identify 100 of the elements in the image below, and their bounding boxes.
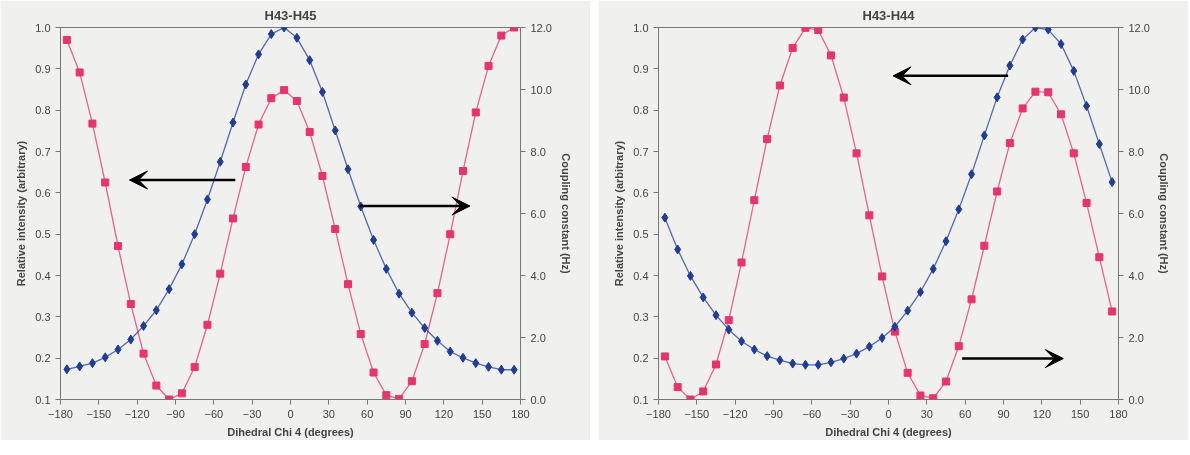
point	[788, 43, 797, 52]
x-tick-label: 180	[511, 407, 530, 420]
point	[942, 236, 950, 247]
y-axis-title: Relative intensity (arbitrary)	[15, 140, 28, 287]
point	[369, 368, 378, 377]
point	[140, 320, 148, 331]
point	[344, 164, 352, 175]
y2-axis-title: Coupling constant (Hz)	[559, 153, 572, 275]
point	[446, 230, 455, 239]
point	[673, 383, 682, 392]
point	[280, 86, 289, 95]
point	[242, 79, 250, 90]
point	[750, 196, 759, 205]
point	[433, 335, 441, 346]
chart-title: H43-H45	[264, 7, 317, 23]
x-tick-label: −90	[764, 407, 783, 420]
y-tick-label: 0.8	[35, 104, 51, 117]
point	[216, 156, 224, 167]
point	[967, 295, 976, 304]
x-tick-label: −60	[802, 407, 822, 420]
y2-tick-label: 6.0	[530, 207, 546, 220]
y-tick-label: 1.0	[633, 21, 649, 34]
point	[1082, 198, 1091, 207]
point	[955, 204, 963, 215]
x-tick-label: −60	[204, 407, 224, 420]
x-tick-label: −120	[722, 407, 748, 420]
point	[954, 342, 963, 351]
y2-tick-label: 4.0	[1128, 269, 1144, 282]
point	[712, 310, 720, 321]
point	[267, 94, 276, 103]
x-tick-label: 120	[1032, 407, 1052, 420]
y-tick-label: 1.0	[35, 21, 51, 34]
point	[101, 352, 109, 363]
point	[114, 242, 122, 251]
point	[1006, 60, 1014, 71]
point	[510, 364, 518, 375]
point	[916, 391, 925, 400]
y-tick-label: 0.9	[35, 62, 51, 75]
x-tick-label: 30	[322, 407, 335, 420]
point	[865, 211, 874, 220]
point	[1005, 139, 1014, 148]
point	[114, 344, 122, 355]
x-tick-label: 90	[399, 407, 412, 420]
y-tick-label: 0.7	[633, 145, 649, 158]
point	[1044, 88, 1053, 97]
point	[814, 359, 822, 370]
y2-tick-label: 10.0	[1128, 83, 1150, 96]
point	[152, 305, 160, 316]
point	[750, 344, 758, 355]
point	[993, 92, 1001, 103]
point	[660, 352, 669, 361]
point	[776, 355, 784, 366]
y-tick-label: 0.1	[35, 393, 51, 406]
y2-tick-label: 0.0	[1128, 393, 1144, 406]
point	[980, 241, 989, 250]
point	[255, 49, 263, 60]
point	[1057, 110, 1065, 119]
y2-tick-label: 8.0	[1128, 145, 1144, 158]
point	[789, 358, 797, 369]
point	[1031, 87, 1040, 96]
point	[241, 163, 250, 171]
point	[738, 336, 746, 347]
point	[1070, 65, 1078, 76]
point	[968, 169, 976, 180]
y2-tick-label: 8.0	[530, 145, 546, 158]
y-tick-label: 0.8	[633, 104, 649, 117]
point	[203, 194, 211, 205]
point	[699, 292, 707, 303]
point	[370, 234, 378, 245]
point	[993, 187, 1002, 196]
point	[878, 332, 886, 343]
point	[801, 359, 809, 370]
x-axis-title: Dihedral Chi 4 (degrees)	[825, 425, 953, 438]
point	[203, 320, 212, 329]
point	[827, 357, 835, 368]
point	[191, 229, 199, 240]
y-tick-label: 0.9	[633, 62, 649, 75]
point	[229, 214, 237, 223]
y2-tick-label: 10.0	[530, 83, 552, 96]
point	[497, 31, 506, 40]
point	[165, 284, 173, 295]
point	[903, 368, 912, 377]
point	[126, 300, 135, 309]
x-tick-label: 60	[361, 407, 374, 420]
point	[344, 280, 352, 289]
point	[929, 263, 937, 274]
point	[433, 289, 442, 298]
y2-tick-label: 0.0	[530, 393, 546, 406]
y-tick-label: 0.6	[633, 186, 649, 199]
point	[382, 263, 390, 274]
point	[63, 364, 71, 375]
point	[725, 324, 733, 335]
point	[840, 353, 848, 364]
point	[229, 117, 237, 128]
point	[408, 307, 416, 318]
y2-tick-label: 2.0	[1128, 331, 1144, 344]
x-tick-label: −30	[242, 407, 262, 420]
point	[775, 81, 784, 90]
point	[331, 125, 339, 136]
point	[1018, 104, 1027, 113]
